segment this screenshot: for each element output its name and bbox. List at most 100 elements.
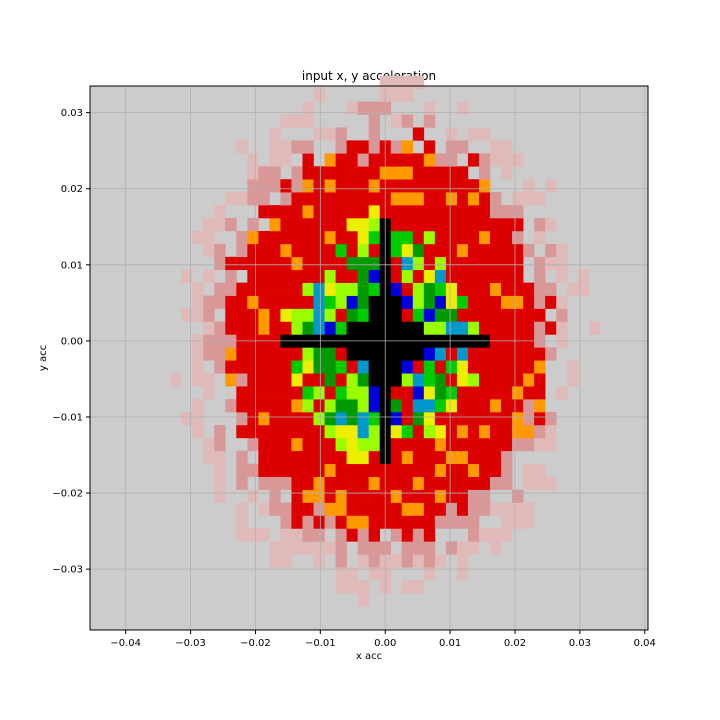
heatmap-cell: [258, 230, 270, 245]
heatmap-cell: [192, 347, 204, 361]
heatmap-cell: [401, 205, 414, 219]
heatmap-cell: [258, 205, 270, 219]
heatmap-cell: [324, 424, 336, 439]
heatmap-cell: [534, 192, 546, 206]
heatmap-cell: [247, 192, 259, 206]
heatmap-cell: [236, 140, 248, 154]
heatmap-cell: [478, 386, 491, 400]
heatmap-cell: [291, 437, 303, 452]
heatmap-cell: [467, 360, 480, 374]
heatmap-cell: [401, 218, 414, 232]
heatmap-cell: [423, 463, 436, 477]
heatmap-cell: [401, 463, 414, 477]
heatmap-cell: [357, 192, 369, 206]
heatmap-cell: [258, 269, 270, 283]
heatmap-cell: [214, 489, 226, 503]
heatmap-cell: [445, 153, 458, 167]
heatmap-cell: [390, 308, 403, 322]
heatmap-cell: [445, 269, 458, 283]
heatmap-cell: [269, 127, 281, 141]
heatmap-cell: [269, 230, 281, 245]
heatmap-cell: [291, 218, 303, 232]
heatmap-cell: [335, 502, 347, 516]
heatmap-cell: [467, 192, 480, 206]
heatmap-cell: [490, 140, 502, 154]
heatmap-cell: [412, 463, 425, 477]
heatmap-cell: [523, 412, 535, 426]
heatmap-cell: [456, 321, 469, 335]
heatmap-cell: [412, 192, 425, 206]
heatmap-cell: [357, 412, 369, 426]
heatmap-cell: [335, 580, 347, 594]
heatmap-cell: [236, 243, 248, 258]
heatmap-cell: [501, 476, 513, 490]
heatmap-cell: [412, 295, 425, 309]
heatmap-cell: [412, 127, 425, 141]
heatmap-cell: [478, 243, 491, 258]
heatmap-cell: [258, 424, 270, 439]
heatmap-cell: [501, 308, 513, 322]
heatmap-cell: [280, 179, 292, 193]
heatmap-cell: [445, 230, 458, 245]
heatmap-cell: [456, 360, 469, 374]
heatmap-cell: [357, 295, 369, 309]
heatmap-cell: [401, 502, 414, 516]
heatmap-cell: [434, 450, 447, 465]
heatmap-cell: [192, 412, 204, 426]
heatmap-cell: [291, 463, 303, 477]
heatmap-cell: [192, 308, 204, 322]
heatmap-cell: [501, 218, 513, 232]
heatmap-cell: [357, 218, 369, 232]
heatmap-cell: [467, 502, 480, 516]
heatmap-cell: [335, 230, 347, 245]
y-tick-label: 0.01: [61, 260, 83, 271]
heatmap-cell: [456, 269, 469, 283]
heatmap-cell: [313, 256, 325, 271]
heatmap-cell: [401, 321, 414, 335]
heatmap-cell: [434, 386, 447, 400]
heatmap-cell: [247, 269, 259, 283]
heatmap-cell: [423, 308, 436, 322]
heatmap-cell: [302, 114, 314, 128]
heatmap-cell: [280, 321, 292, 335]
heatmap-cell: [390, 424, 403, 439]
heatmap-cell: [490, 295, 502, 309]
heatmap-cell: [534, 269, 546, 283]
heatmap-cell: [269, 308, 281, 322]
heatmap-cell: [181, 269, 193, 283]
heatmap-cell: [368, 256, 381, 271]
heatmap-cell: [434, 554, 447, 568]
heatmap-cell: [291, 450, 303, 465]
heatmap-cell: [412, 166, 425, 180]
heatmap-cell: [390, 243, 403, 258]
heatmap-cell: [401, 399, 414, 413]
heatmap-cell: [501, 295, 513, 309]
heatmap-cell: [401, 114, 414, 128]
heatmap-cell: [335, 256, 347, 271]
heatmap-cell: [247, 347, 259, 361]
heatmap-cell: [501, 230, 513, 245]
heatmap-cell: [357, 528, 369, 542]
heatmap-cell: [556, 386, 568, 400]
heatmap-cell: [534, 412, 546, 426]
heatmap-cell: [225, 295, 237, 309]
heatmap-cell: [434, 515, 447, 529]
heatmap-cell: [434, 295, 447, 309]
heatmap-cell: [291, 243, 303, 258]
y-tick-label: −0.02: [52, 489, 83, 500]
heatmap-cell: [291, 205, 303, 219]
heatmap-cell: [280, 412, 292, 426]
heatmap-cell: [324, 282, 336, 296]
heatmap-cell: [225, 373, 237, 387]
heatmap-cell: [302, 386, 314, 400]
heatmap-cell: [445, 373, 458, 387]
heatmap-cell: [412, 230, 425, 245]
heatmap-cell: [501, 243, 513, 258]
heatmap-cell: [401, 179, 414, 193]
heatmap-cell: [490, 541, 502, 555]
heatmap-cell: [456, 515, 469, 529]
heatmap-cell: [390, 386, 403, 400]
heatmap-cell: [335, 321, 347, 335]
heatmap-cell: [236, 230, 248, 245]
heatmap-cell: [523, 347, 535, 361]
